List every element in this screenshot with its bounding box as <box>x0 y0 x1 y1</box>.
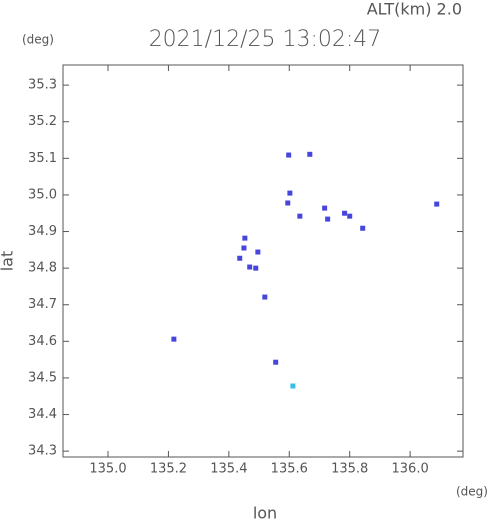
y-tick-label: 34.4 <box>28 407 57 422</box>
echo-point <box>286 152 292 158</box>
y-tick-label: 34.7 <box>28 297 57 312</box>
y-unit: (deg) <box>22 33 54 47</box>
y-tick-label: 34.5 <box>28 370 57 385</box>
x-tick-label: 135.4 <box>210 462 247 477</box>
chart-title: 2021/12/25 13:02:47 <box>149 27 382 52</box>
echo-point <box>241 245 247 251</box>
y-tick-label: 34.3 <box>28 444 57 459</box>
echo-point <box>325 216 331 222</box>
echo-point <box>347 213 353 219</box>
echo-point <box>285 200 291 206</box>
y-tick-label: 34.8 <box>28 261 57 276</box>
x-tick-label: 135.8 <box>331 462 368 477</box>
y-tick-label: 35.3 <box>28 78 57 93</box>
echo-point <box>287 190 293 196</box>
y-axis-label: lat <box>0 251 17 272</box>
x-axis-label: lon <box>253 504 277 521</box>
x-tick-label: 136.0 <box>392 462 429 477</box>
echo-point <box>273 359 279 365</box>
echo-point <box>360 225 366 231</box>
y-tick-label: 34.6 <box>28 334 57 349</box>
echo-point <box>322 205 328 211</box>
echo-point <box>237 255 243 261</box>
echo-point <box>247 264 253 270</box>
y-tick-label: 34.9 <box>28 224 57 239</box>
echo-point <box>242 235 248 241</box>
echo-point <box>262 294 268 300</box>
x-tick-label: 135.6 <box>271 462 308 477</box>
x-unit: (deg) <box>456 485 488 499</box>
y-tick-label: 35.1 <box>28 151 57 166</box>
echo-point <box>297 213 303 219</box>
echo-point <box>253 265 259 271</box>
x-tick-label: 135.2 <box>150 462 187 477</box>
y-tick-label: 35.0 <box>28 187 57 202</box>
y-tick-label: 35.2 <box>28 114 57 129</box>
subtitle: ALT(km) 2.0 <box>367 0 462 19</box>
echo-point <box>171 336 177 342</box>
echo-point <box>434 201 440 207</box>
echo-point <box>307 151 313 157</box>
echo-point <box>255 249 261 255</box>
x-tick-label: 135.0 <box>89 462 126 477</box>
echo-point <box>290 383 296 389</box>
plot-frame <box>62 64 464 458</box>
echo-point <box>342 210 348 216</box>
